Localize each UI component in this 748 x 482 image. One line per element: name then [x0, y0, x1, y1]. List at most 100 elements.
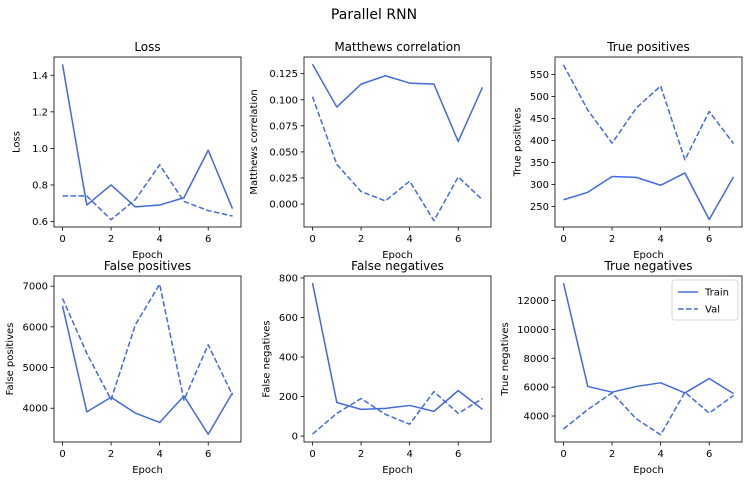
y-tick-label: 7000 — [23, 282, 48, 293]
panel-4: False positives 0 2 4 6 4000 5000 6000 7000 Epoch… — [5, 259, 242, 476]
x-tick-label: 2 — [108, 234, 114, 245]
y-tick-label: 6000 — [524, 383, 549, 394]
series-line-val — [311, 96, 484, 222]
y-tick-label: 6000 — [23, 322, 48, 333]
x-axis-label: Epoch — [633, 250, 664, 261]
x-tick-label: 0 — [560, 234, 566, 245]
y-tick-label: 450 — [530, 114, 549, 125]
x-tick-label: 4 — [657, 234, 663, 245]
y-axis-label: Matthews correlation — [249, 89, 260, 194]
series-line-train — [61, 64, 234, 210]
x-tick-label: 6 — [706, 449, 712, 460]
panel-title: False negatives — [351, 259, 444, 273]
x-tick-label: 6 — [455, 449, 461, 460]
series-line-train — [562, 283, 734, 395]
panel-1: Loss 0 2 4 6 0.6 0.8 1.0 1.2 1.4 Epoch Loss — [11, 40, 242, 261]
y-axis-label: True positives — [512, 108, 523, 178]
x-tick-label: 2 — [609, 449, 615, 460]
panel-2: Matthews correlation 0 2 4 6 0.000 0.025 0.050 0… — [249, 40, 492, 261]
y-axis-label: True negatives — [500, 322, 511, 396]
x-tick-label: 2 — [609, 234, 615, 245]
x-tick-label: 2 — [358, 234, 364, 245]
y-tick-label: 350 — [530, 158, 549, 169]
axes-frame — [53, 275, 242, 443]
y-tick-label: 600 — [279, 313, 298, 324]
series-line-train — [563, 172, 735, 221]
y-tick-label: 12000 — [517, 296, 549, 307]
series-line-val — [562, 64, 735, 161]
series-line-train — [311, 63, 484, 143]
figure-title: Parallel RNN — [331, 7, 417, 23]
y-tick-label: 0.8 — [32, 180, 48, 191]
y-tick-label: 0.6 — [32, 217, 48, 228]
y-tick-label: 0.125 — [269, 69, 298, 80]
x-tick-label: 4 — [156, 449, 162, 460]
x-tick-label: 2 — [358, 449, 364, 460]
x-tick-label: 6 — [706, 234, 712, 245]
y-tick-label: 0.075 — [269, 121, 298, 132]
panel-title: Loss — [134, 40, 160, 54]
y-tick-label: 5000 — [23, 363, 48, 374]
series-line-val — [563, 391, 734, 436]
x-tick-label: 0 — [309, 234, 315, 245]
series-line-val — [61, 283, 234, 401]
series-line-val — [312, 390, 483, 435]
x-tick-label: 4 — [406, 234, 412, 245]
x-axis-label: Epoch — [382, 465, 413, 476]
y-tick-label: 0 — [292, 432, 298, 443]
x-tick-label: 0 — [59, 449, 65, 460]
x-tick-label: 2 — [108, 449, 114, 460]
y-axis-label: Loss — [11, 131, 22, 153]
x-axis-label: Epoch — [382, 250, 413, 261]
axes-frame — [554, 275, 743, 443]
x-tick-label: 0 — [59, 234, 65, 245]
y-tick-label: 200 — [279, 392, 298, 403]
axes-frame — [53, 56, 242, 228]
y-tick-label: 1.4 — [32, 71, 48, 82]
x-tick-label: 0 — [560, 449, 566, 460]
y-tick-label: 4000 — [23, 404, 48, 415]
axes-frame — [303, 56, 492, 228]
y-tick-label: 8000 — [524, 354, 549, 365]
panel-3: True positives 0 2 4 6 250 300 350 400 450 500 550 E… — [512, 40, 743, 261]
y-tick-label: 1.0 — [32, 144, 48, 155]
x-tick-label: 4 — [406, 449, 412, 460]
legend-box — [671, 279, 739, 321]
y-tick-label: 400 — [530, 136, 549, 147]
series-line-train — [61, 305, 234, 436]
legend: Train Val — [671, 279, 739, 321]
panel-title: Matthews correlation — [334, 40, 460, 54]
y-tick-label: 250 — [530, 202, 549, 213]
x-tick-label: 0 — [309, 449, 315, 460]
y-tick-label: 500 — [530, 92, 549, 103]
y-tick-label: 0.050 — [269, 147, 298, 158]
y-axis-label: False negatives — [261, 320, 272, 397]
panel-6: True negatives 0 2 4 6 4000 6000 8000 10000 12000… — [500, 259, 743, 476]
legend-label-val: Val — [705, 305, 720, 316]
y-tick-label: 1.2 — [32, 107, 48, 118]
panel-title: False positives — [104, 259, 191, 273]
series-line-train — [311, 282, 483, 413]
panel-title: True negatives — [603, 259, 692, 273]
x-tick-label: 6 — [205, 234, 211, 245]
x-tick-label: 4 — [657, 449, 663, 460]
x-tick-label: 6 — [205, 449, 211, 460]
y-tick-label: 10000 — [517, 325, 549, 336]
y-tick-label: 4000 — [524, 412, 549, 423]
x-axis-label: Epoch — [132, 465, 163, 476]
legend-label-train: Train — [704, 288, 729, 299]
axes-frame — [303, 275, 492, 443]
panel-5: False negatives 0 2 4 6 0 200 400 600 800 Epoch Fal… — [261, 259, 492, 476]
y-tick-label: 0.000 — [269, 200, 298, 211]
series-line-val — [62, 164, 233, 221]
y-tick-label: 800 — [279, 273, 298, 284]
y-tick-label: 0.100 — [269, 95, 298, 106]
x-tick-label: 6 — [455, 234, 461, 245]
axes-frame — [554, 56, 743, 228]
y-tick-label: 300 — [530, 180, 549, 191]
x-axis-label: Epoch — [132, 250, 163, 261]
y-axis-label: False positives — [5, 323, 16, 396]
x-tick-label: 4 — [156, 234, 162, 245]
panel-title: True positives — [606, 40, 690, 54]
